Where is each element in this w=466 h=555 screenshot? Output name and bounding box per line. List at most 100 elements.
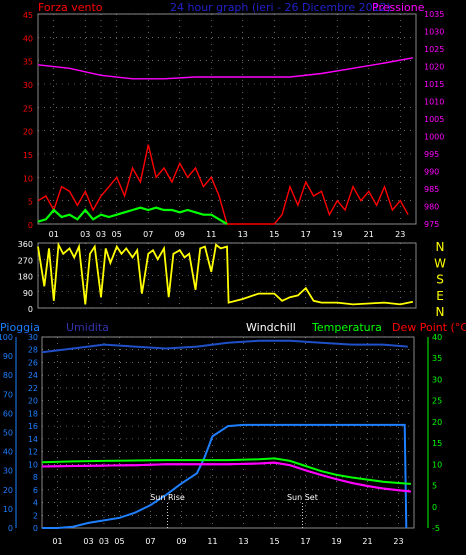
- rain-temperature-series: [41, 339, 412, 529]
- humidity-tick-label: 20: [3, 486, 13, 495]
- hour-tick-label: 13: [238, 537, 248, 546]
- hour-axis-bottom: 01 03 03 05 07 09 11 13 15 17 19 21 23: [52, 537, 403, 546]
- temperature-tick-label: 20: [432, 418, 442, 427]
- hour-tick-label: 05: [114, 537, 124, 546]
- rain-tick-label: 18: [28, 409, 38, 418]
- pressure-tick-label: 1025: [424, 45, 444, 54]
- pressure-tick-label: 975: [424, 220, 439, 229]
- series-line-raffica: [37, 144, 409, 225]
- pressure-label: Pressione: [372, 1, 425, 14]
- wind-force-tick-label: 0: [28, 221, 33, 230]
- hour-tick-label: 23: [395, 230, 405, 239]
- hour-tick-label: 03: [99, 537, 109, 546]
- rain-tick-label: 0: [33, 524, 38, 533]
- hour-tick-label: 03: [80, 230, 90, 239]
- direction-tick-label: 90: [23, 289, 33, 298]
- wind-pressure-plot-frame: [37, 13, 417, 225]
- humidity-tick-label: 60: [3, 409, 13, 418]
- rain-tick-label: 30: [28, 333, 38, 342]
- rain-tick-label: 24: [28, 371, 38, 380]
- wind-force-axis: 0 5 10 15 20 25 30 35 40 45: [23, 11, 33, 230]
- pressure-tick-label: 1015: [424, 80, 444, 89]
- series-line-pioggia: [42, 423, 408, 529]
- humidity-axis: 0 10 20 30 40 50 60 70 80 90 100: [0, 333, 17, 533]
- direction-tick-label: 180: [18, 273, 33, 282]
- pressure-tick-label: 980: [424, 203, 439, 212]
- humidity-tick-label: 90: [3, 352, 13, 361]
- wind-pressure-chart: Forza vento 24 hour graph (ieri - 26 Dic…: [23, 1, 445, 239]
- hour-tick-label: 19: [332, 230, 342, 239]
- wind-force-tick-label: 45: [23, 11, 33, 20]
- wind-pressure-grid: [38, 13, 416, 225]
- temperature-tick-label: 5: [432, 482, 437, 491]
- temperature-tick-label: 10: [432, 460, 442, 469]
- direction-degrees-axis: 0 90 180 270 360: [18, 240, 33, 314]
- humidity-label: Umidita: [66, 321, 109, 334]
- humidity-tick-label: 70: [3, 390, 13, 399]
- hour-tick-label: 09: [175, 230, 185, 239]
- hour-tick-label: 01: [49, 230, 59, 239]
- wind-force-tick-label: 5: [28, 198, 33, 207]
- sun-annotations: Sun Rise Sun Set: [150, 493, 318, 528]
- hour-tick-label: 11: [206, 230, 216, 239]
- temperature-tick-label: 0: [432, 503, 437, 512]
- rain-tick-label: 4: [33, 499, 38, 508]
- series-line-pressione: [37, 57, 414, 80]
- rain-tick-label: 28: [28, 346, 38, 355]
- pressure-tick-label: 1020: [424, 63, 444, 72]
- wind-force-tick-label: 20: [23, 128, 33, 137]
- rain-tick-label: 10: [28, 460, 38, 469]
- rain-tick-label: 12: [28, 448, 38, 457]
- wind-pressure-series: [37, 57, 414, 225]
- direction-tick-label: 270: [18, 256, 33, 265]
- hour-tick-label: 15: [269, 230, 279, 239]
- humidity-tick-label: 100: [0, 333, 13, 342]
- rain-tick-label: 8: [33, 473, 38, 482]
- rain-tick-label: 14: [28, 435, 38, 444]
- temperature-tick-label: 25: [432, 397, 442, 406]
- temperature-tick-label: 40: [432, 333, 442, 342]
- series-line-wind-direction: [37, 241, 414, 306]
- temperature-axis: -5 0 5 10 15 20 25 30 35 40: [427, 333, 442, 533]
- rain-tick-label: 16: [28, 422, 38, 431]
- humidity-tick-label: 40: [3, 448, 13, 457]
- compass-label: S: [436, 273, 444, 287]
- windchill-label: Windchill: [246, 321, 296, 334]
- hour-tick-label: 21: [364, 230, 374, 239]
- pressure-tick-label: 990: [424, 168, 439, 177]
- temperature-tick-label: 15: [432, 439, 442, 448]
- humidity-tick-label: 50: [3, 429, 13, 438]
- rain-temperature-plot-frame: [41, 336, 415, 529]
- hour-axis: 01 03 03 05 07 09 11 13 15 17 19 21 23: [49, 230, 406, 239]
- compass-label: E: [436, 289, 444, 303]
- wind-force-label: Forza vento: [38, 1, 103, 14]
- pressure-tick-label: 1030: [424, 28, 444, 37]
- pressure-tick-label: 1005: [424, 115, 444, 124]
- pressure-axis: 975 980 985 990 995 1000 1005 1010 1015 1020 1025 1…: [424, 10, 444, 229]
- direction-tick-label: 0: [28, 305, 33, 314]
- series-line-windchill: [41, 461, 412, 493]
- temperature-tick-label: 35: [432, 354, 442, 363]
- chart-center-title: 24 hour graph (ieri - 26 Dicembre 2012): [170, 1, 391, 14]
- humidity-tick-label: 30: [3, 467, 13, 476]
- hour-tick-label: 21: [362, 537, 372, 546]
- wind-force-tick-label: 15: [23, 151, 33, 160]
- pressure-tick-label: 1035: [424, 10, 444, 19]
- hour-tick-label: 11: [207, 537, 217, 546]
- hour-tick-label: 07: [145, 537, 155, 546]
- sun-marker-label: Sun Set: [287, 493, 318, 502]
- pressure-tick-label: 985: [424, 185, 439, 194]
- series-line-temperatura: [41, 457, 411, 485]
- series-line-vento-medio: [37, 206, 228, 225]
- rain-temperature-grid: [42, 336, 414, 529]
- hour-tick-label: 17: [300, 537, 310, 546]
- hour-tick-label: 15: [269, 537, 279, 546]
- wind-force-tick-label: 30: [23, 81, 33, 90]
- hour-tick-label: 09: [176, 537, 186, 546]
- humidity-tick-label: 0: [8, 524, 13, 533]
- sun-marker-label: Sun Rise: [150, 493, 185, 502]
- pressure-tick-label: 1010: [424, 98, 444, 107]
